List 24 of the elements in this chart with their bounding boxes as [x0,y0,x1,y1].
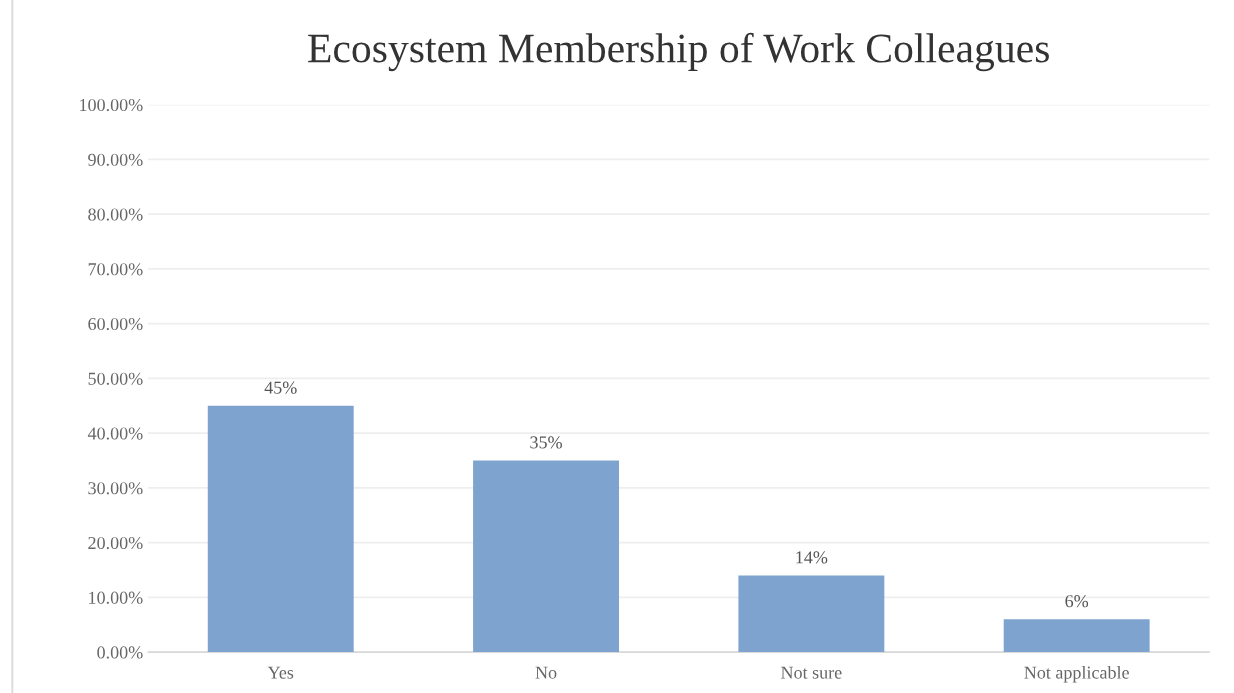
y-tick-label: 30.00% [88,482,143,495]
y-tick-label: 60.00% [88,317,143,331]
bar [207,405,354,653]
data-label: 6% [1065,595,1089,608]
x-tick-label: Yes [267,666,294,679]
y-tick-label: 50.00% [88,372,143,385]
y-tick-label: 10.00% [89,591,143,604]
y-tick-label: 0.00% [97,646,143,659]
y-tick-label: 40.00% [87,427,143,440]
bar [738,575,885,653]
x-tick-label: Not sure [781,666,842,679]
data-label: 35% [530,436,562,449]
y-tick-label: 70.00% [88,263,143,276]
y-tick-label: 100.00% [80,98,143,112]
x-tick-label: Not applicable [1024,666,1129,683]
y-tick-label: 80.00% [88,208,143,221]
y-tick-label: 20.00% [88,536,143,550]
data-label: 45% [264,381,297,394]
data-label: 14% [796,551,828,564]
bar [1003,619,1150,653]
chart-title: Ecosystem Membership of Work Colleagues [308,32,1049,72]
x-tick-label: No [535,666,557,679]
y-tick-label: 90.00% [88,153,143,166]
bar [473,460,620,653]
